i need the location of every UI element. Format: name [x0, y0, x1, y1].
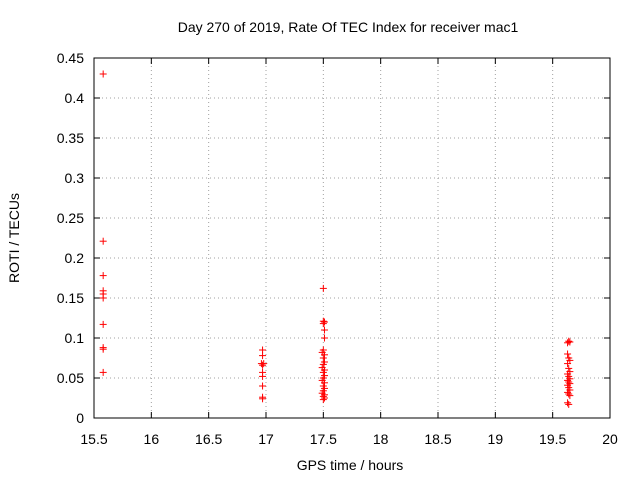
plot-frame [93, 57, 611, 419]
y-tick-label: 0.45 [57, 50, 84, 66]
data-point [564, 360, 572, 368]
x-tick-label: 16 [144, 431, 160, 447]
x-tick-label: 18.5 [424, 431, 451, 447]
data-point [565, 364, 573, 372]
data-point [99, 294, 107, 302]
x-tick-label: 19 [488, 431, 504, 447]
x-axis-ticks: 15.5 16 16.5 17 17.5 18 18.5 19 19.5 20 [80, 58, 618, 447]
data-point [564, 399, 572, 407]
data-point [564, 350, 572, 358]
x-tick-label: 19.5 [539, 431, 566, 447]
y-axis-ticks: 0 0.05 0.1 0.15 0.2 0.25 0.3 0.35 0.4 0.45 [57, 50, 610, 426]
data-point [566, 338, 574, 346]
data-point [99, 320, 107, 328]
data-point [320, 326, 328, 334]
data-point [319, 396, 327, 404]
x-tick-label: 20 [602, 431, 618, 447]
x-tick-label: 16.5 [195, 431, 222, 447]
data-point [320, 351, 328, 359]
data-point [320, 334, 328, 342]
data-point [565, 390, 573, 398]
data-point [259, 372, 267, 380]
data-point [259, 395, 267, 403]
data-points [99, 70, 574, 408]
data-point [260, 360, 268, 368]
y-tick-label: 0.15 [57, 290, 84, 306]
y-tick-label: 0.25 [57, 210, 84, 226]
y-tick-label: 0.05 [57, 370, 84, 386]
y-axis-label: ROTI / TECUs [6, 193, 22, 283]
data-point [99, 345, 107, 353]
x-tick-label: 17 [258, 431, 274, 447]
y-tick-label: 0.3 [65, 170, 85, 186]
data-point [319, 320, 327, 328]
data-point [259, 352, 267, 360]
data-point [259, 382, 267, 390]
data-point [259, 361, 267, 369]
data-point [319, 354, 327, 362]
x-axis-label: GPS time / hours [297, 457, 404, 473]
data-point [99, 368, 107, 376]
x-tick-label: 17.5 [310, 431, 337, 447]
data-point [99, 70, 107, 78]
data-point [319, 284, 327, 292]
y-tick-label: 0.1 [65, 330, 85, 346]
x-tick-label: 15.5 [80, 431, 107, 447]
y-tick-label: 0.4 [65, 90, 85, 106]
data-point [99, 272, 107, 280]
data-point [319, 360, 327, 368]
data-point [566, 392, 574, 400]
grid-lines [94, 58, 610, 418]
data-point [320, 394, 328, 402]
y-tick-label: 0.35 [57, 130, 84, 146]
data-point [320, 318, 328, 326]
data-point [565, 337, 573, 345]
y-tick-label: 0 [76, 410, 84, 426]
chart-title: Day 270 of 2019, Rate Of TEC Index for r… [178, 19, 519, 35]
y-tick-label: 0.2 [65, 250, 85, 266]
data-point [565, 400, 573, 408]
x-tick-label: 18 [373, 431, 389, 447]
data-point [99, 237, 107, 245]
